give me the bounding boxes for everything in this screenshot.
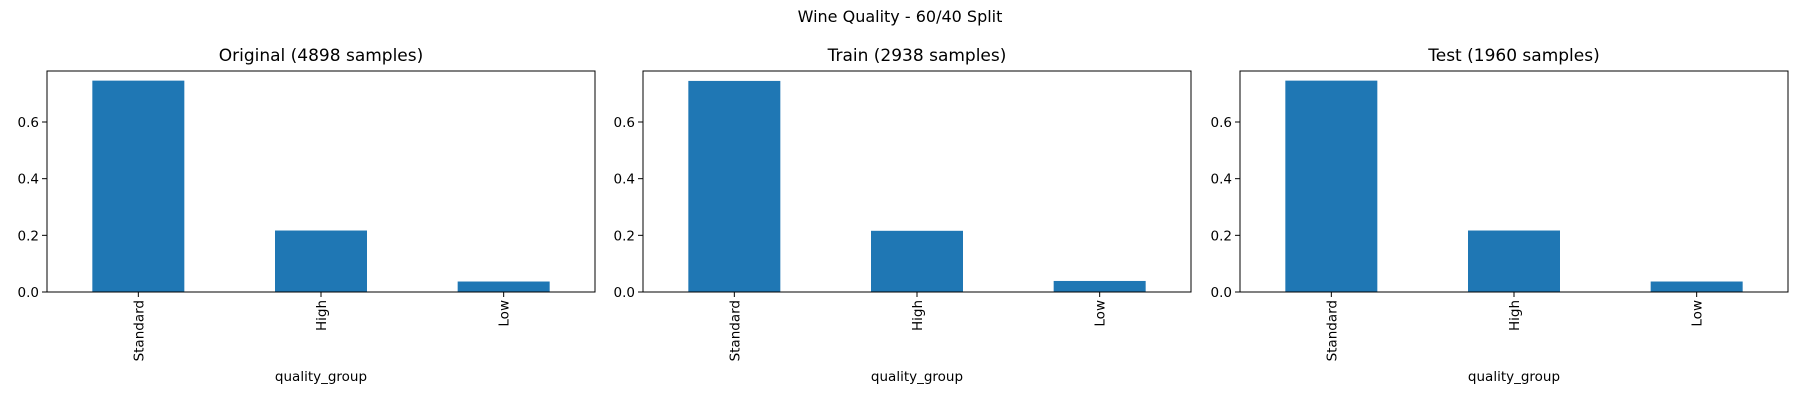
x-tick-label: Low xyxy=(1690,300,1706,327)
subplot-2: Train (2938 samples) 0.0 0.2 0.4 0.6 Standard… xyxy=(614,46,1192,385)
subplot-title: Original (4898 samples) xyxy=(219,46,424,66)
bar-standard xyxy=(688,80,781,293)
y-tick-label: 0.6 xyxy=(1211,115,1232,131)
x-tick-label: Low xyxy=(497,300,513,327)
figure-title: Wine Quality - 60/40 Split xyxy=(798,7,1003,26)
bar-standard xyxy=(92,80,185,292)
bar-high xyxy=(1468,230,1560,292)
x-axis-label: quality_group xyxy=(1468,369,1560,385)
y-tick-label: 0.2 xyxy=(18,228,39,244)
y-tick-label: 0.4 xyxy=(1211,172,1232,188)
x-tick-label: Standard xyxy=(727,300,743,361)
bar-standard xyxy=(1285,80,1378,292)
x-tick-label: Standard xyxy=(131,300,147,361)
bar-low xyxy=(1053,280,1146,292)
y-tick-label: 0.2 xyxy=(1211,228,1232,244)
x-axis-label: quality_group xyxy=(275,369,367,385)
x-tick-label: Standard xyxy=(1324,300,1340,361)
subplot-title: Test (1960 samples) xyxy=(1427,46,1599,66)
subplot-title: Train (2938 samples) xyxy=(827,46,1007,66)
x-axis-label: quality_group xyxy=(871,369,963,385)
y-tick-label: 0.0 xyxy=(18,285,39,301)
subplots: Original (4898 samples) 0.0 0.2 0.4 0.6 Stand… xyxy=(18,46,1789,385)
y-tick-label: 0.0 xyxy=(1211,285,1232,301)
bar-high xyxy=(871,230,963,292)
y-tick-label: 0.4 xyxy=(614,172,635,188)
bar-high xyxy=(275,230,367,292)
bar-low xyxy=(1650,281,1743,292)
y-tick-label: 0.6 xyxy=(614,115,635,131)
subplot-1: Original (4898 samples) 0.0 0.2 0.4 0.6 Stand… xyxy=(18,46,596,385)
y-tick-label: 0.2 xyxy=(614,228,635,244)
y-tick-label: 0.0 xyxy=(614,285,635,301)
x-tick-label: High xyxy=(910,300,926,331)
y-tick-label: 0.6 xyxy=(18,115,39,131)
y-tick-label: 0.4 xyxy=(18,172,39,188)
bar-low xyxy=(457,281,550,292)
x-tick-label: High xyxy=(314,300,330,331)
subplot-3: Test (1960 samples) 0.0 0.2 0.4 0.6 Standard H… xyxy=(1211,46,1789,385)
x-tick-label: Low xyxy=(1093,300,1109,327)
x-tick-label: High xyxy=(1507,300,1523,331)
